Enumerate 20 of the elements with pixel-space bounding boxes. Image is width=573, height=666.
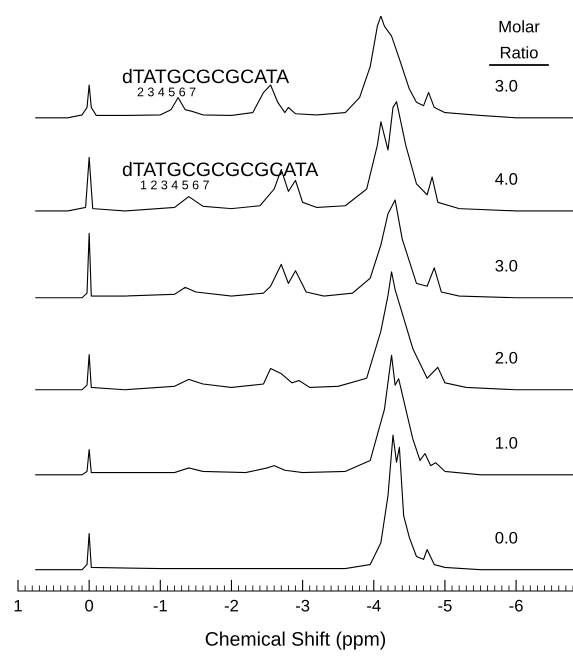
x-tick-label: -5 <box>438 600 452 612</box>
x-tick-label: 1 <box>14 600 22 612</box>
x-tick-label: -4 <box>367 600 381 612</box>
x-tick-label: -1 <box>154 600 167 612</box>
series-label: 3.0 <box>495 260 518 272</box>
annotation: dTATGCGCGCATA <box>122 68 290 84</box>
series-label: 2.0 <box>496 352 518 364</box>
x-axis-title: Chemical Shift (ppm) <box>206 632 386 650</box>
annotation: 2 3 4 5 6 7 <box>138 88 196 96</box>
x-tick-label: 0 <box>85 600 94 612</box>
series-label: 1.0 <box>496 436 518 449</box>
x-tick-label: -2 <box>224 600 238 612</box>
series-label: 0.0 <box>495 532 518 544</box>
legend-label: 3.0 <box>495 80 518 92</box>
annotation: dTATGCGCGCGCATA <box>122 162 318 176</box>
legend-title: Molar Ratio <box>500 20 540 58</box>
annotation: 1 2 3 4 5 6 7 <box>140 180 209 190</box>
x-tick-label: -3 <box>296 600 310 612</box>
series-label: 4.0 <box>495 173 518 185</box>
x-tick-label: -6 <box>509 600 523 612</box>
